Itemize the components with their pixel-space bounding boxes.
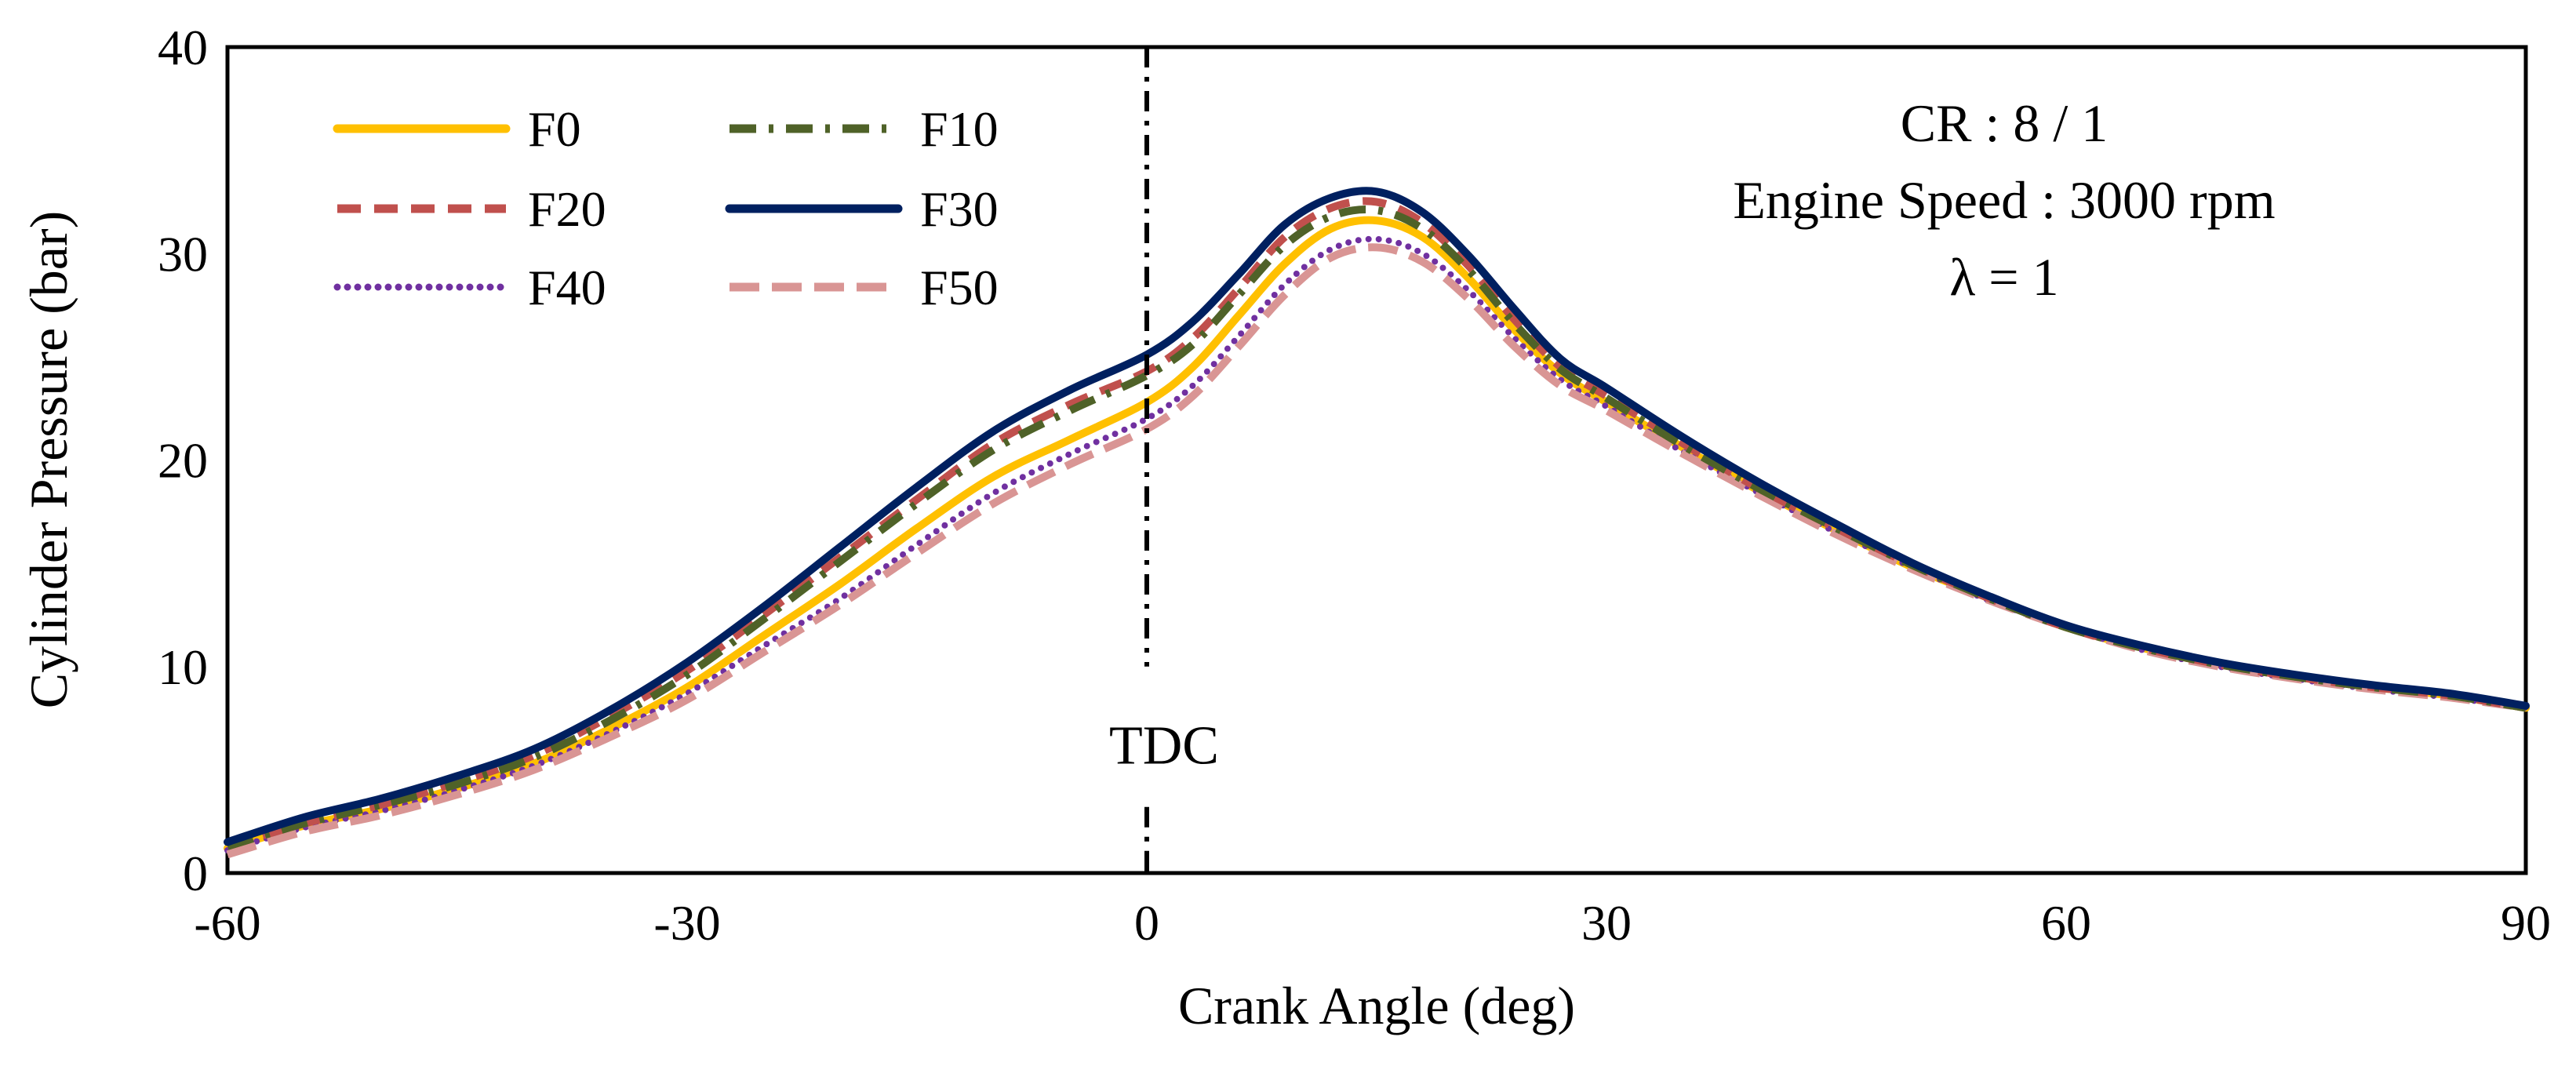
condition-cr: CR : 8 / 1 [1901,93,2108,153]
series-layer [224,187,2530,859]
y-tick-labels: 0 10 20 30 40 [158,20,208,901]
legend-label-f50: F50 [920,260,999,315]
y-tick-label: 20 [158,433,208,489]
legend-label-f0: F0 [528,101,581,157]
y-tick-label: 0 [183,846,208,901]
legend-label-f10: F10 [920,101,999,157]
x-tick-label: 0 [1134,895,1159,951]
y-tick-label: 10 [158,639,208,695]
legend-label-f20: F20 [528,181,606,237]
x-tick-label: -60 [194,895,260,951]
x-tick-label: -30 [653,895,720,951]
x-tick-label: 30 [1581,895,1632,951]
x-tick-label: 90 [2501,895,2551,951]
legend-label-f30: F30 [920,181,999,237]
x-tick-labels: -60 -30 0 30 60 90 [194,895,2551,951]
y-tick-label: 30 [158,226,208,282]
legend-label-f40: F40 [528,260,606,315]
tdc-label: TDC [1109,715,1219,776]
conditions-annotation: CR : 8 / 1 Engine Speed : 3000 rpm λ = 1 [1733,93,2275,307]
x-axis-title: Crank Angle (deg) [1178,976,1575,1035]
series-line-f30 [224,187,2530,846]
x-tick-label: 60 [2041,895,2091,951]
legend: F0 F10 F20 F30 F40 F50 [333,101,999,315]
y-axis-title: Cylinder Pressure (bar) [19,211,78,708]
condition-lambda: λ = 1 [1949,247,2058,307]
y-tick-label: 40 [158,20,208,75]
condition-engine-speed: Engine Speed : 3000 rpm [1733,170,2275,230]
